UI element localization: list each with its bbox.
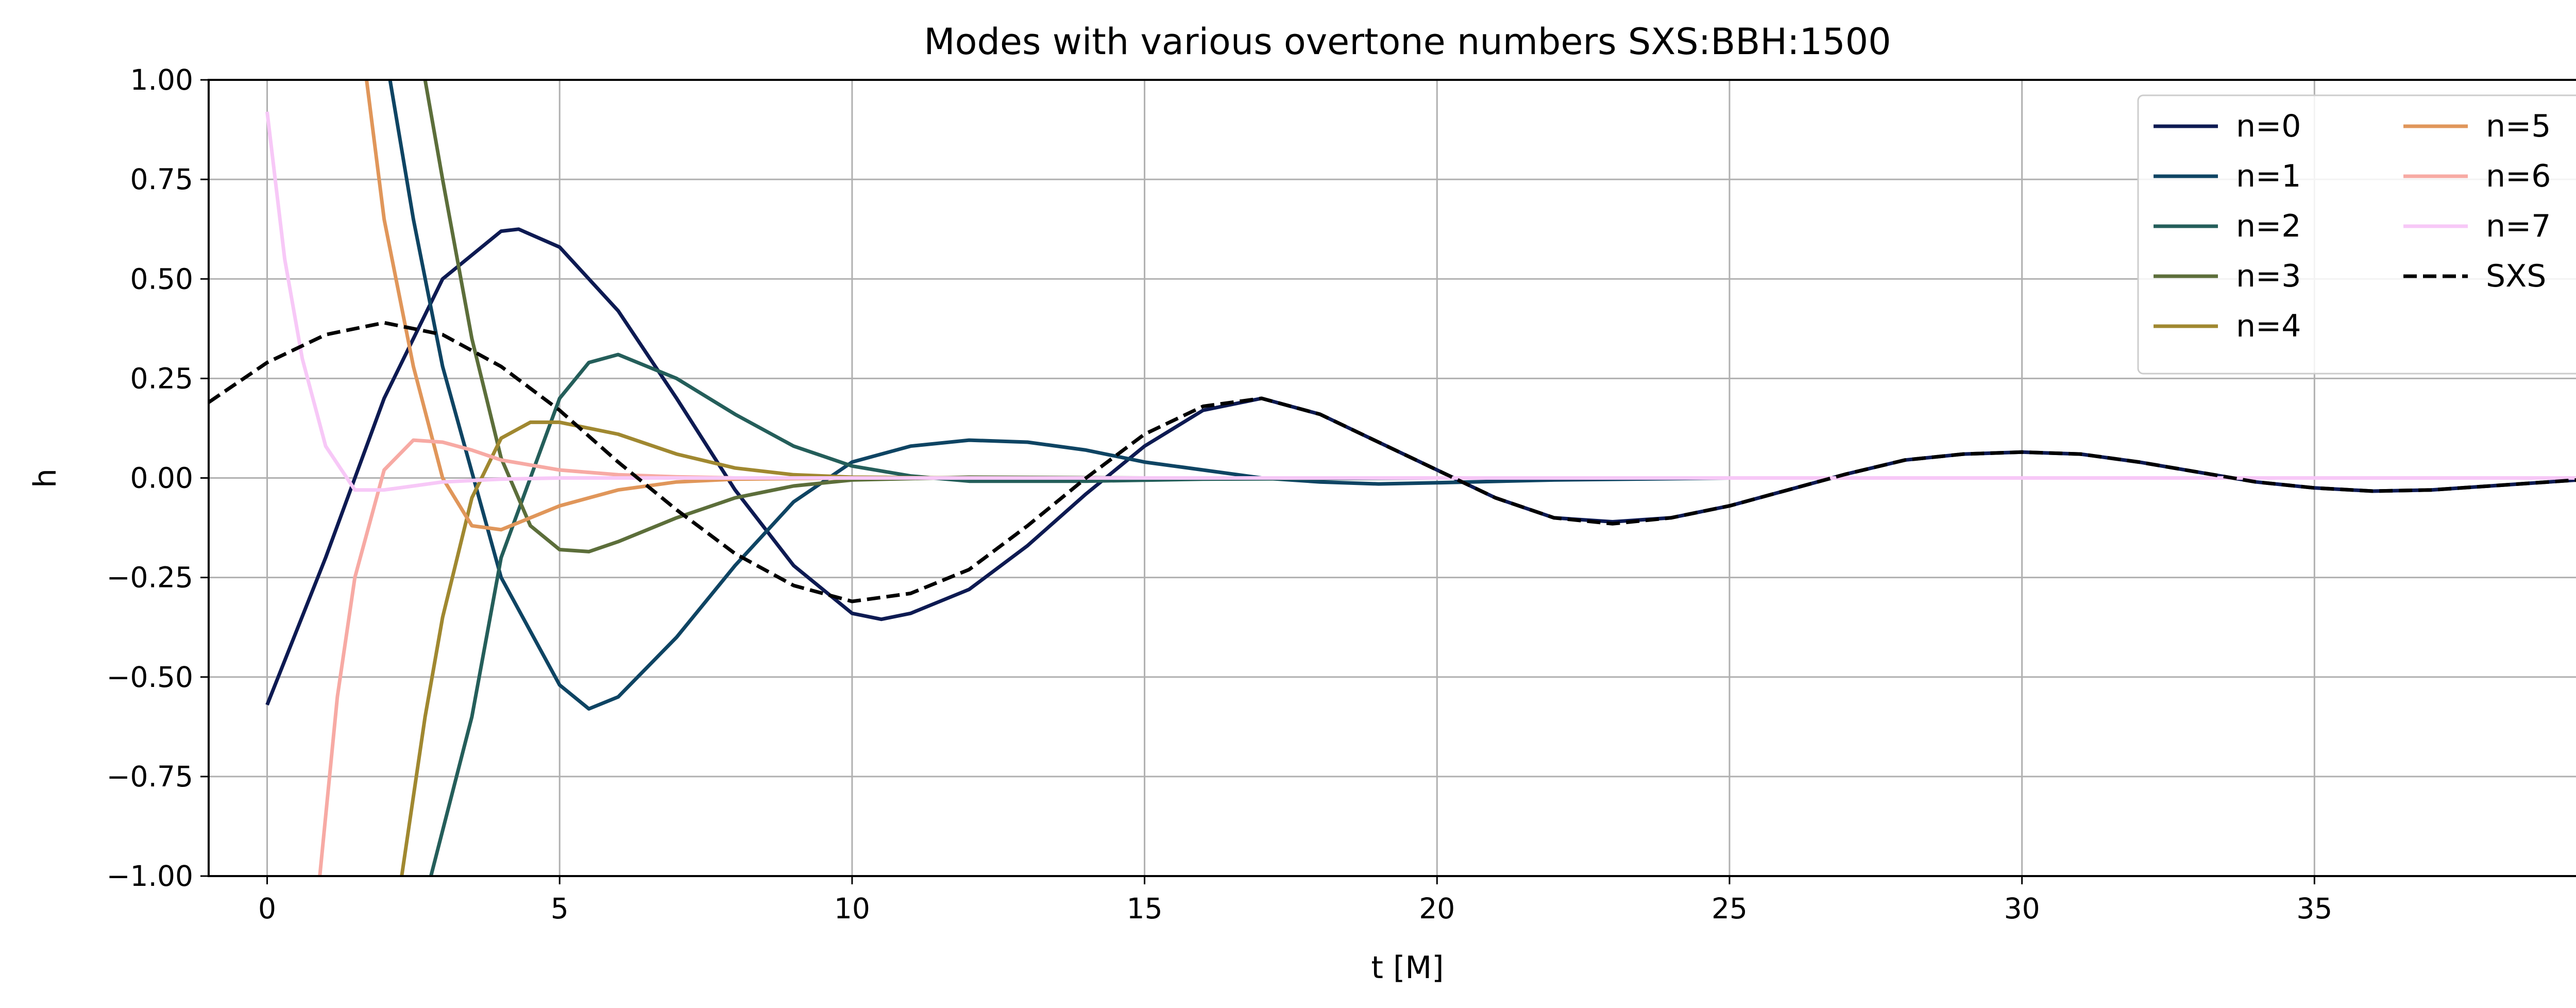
y-tick-label: −1.00 [106, 860, 193, 893]
x-tick-label: 10 [834, 892, 870, 925]
y-tick-label: 0.25 [130, 362, 193, 395]
x-tick-label: 5 [551, 892, 569, 925]
x-tick-label: 0 [258, 892, 276, 925]
x-tick-label: 30 [2004, 892, 2040, 925]
x-tick-label: 25 [1711, 892, 1748, 925]
y-axis: −1.00 −0.75 −0.50 −0.25 0.00 0.25 0.50 0.75 1.00 [106, 63, 209, 893]
legend-label: n=2 [2236, 208, 2301, 244]
legend-label: n=4 [2236, 308, 2301, 344]
series-line-n=1 [388, 80, 2576, 711]
y-axis-label: h [27, 468, 63, 488]
legend-label: n=7 [2486, 208, 2551, 244]
legend-label: SXS [2486, 258, 2546, 294]
y-tick-label: −0.50 [106, 661, 193, 694]
y-tick-label: 0.00 [130, 462, 193, 495]
legend: n=0 n=1 n=2 n=3 n=4 n=5 n=6 n=7 SXS [2137, 94, 2576, 375]
x-axis-label: t [M] [1371, 950, 1444, 986]
legend-box [2137, 94, 2576, 375]
x-tick-label: 35 [2296, 892, 2332, 925]
y-tick-label: −0.75 [106, 760, 193, 793]
y-tick-label: 0.50 [130, 262, 193, 295]
series-line-n=7 [265, 111, 2576, 492]
legend-label: n=3 [2236, 258, 2301, 294]
y-tick-label: 1.00 [130, 63, 193, 96]
legend-label: n=6 [2486, 158, 2551, 194]
legend-label: n=0 [2236, 108, 2301, 144]
x-axis: 0510152025303540 [258, 876, 2332, 925]
chart-title: Modes with various overtone numbers SXS:… [924, 21, 1891, 63]
x-tick-label: 20 [1419, 892, 1455, 925]
legend-label: n=5 [2486, 108, 2551, 144]
y-tick-label: 0.75 [130, 163, 193, 196]
legend-label: n=1 [2236, 158, 2301, 194]
x-tick-label: 15 [1127, 892, 1163, 925]
series-line-SXS [209, 321, 2576, 603]
y-tick-label: −0.25 [106, 561, 193, 594]
series-layer [209, 80, 2576, 876]
